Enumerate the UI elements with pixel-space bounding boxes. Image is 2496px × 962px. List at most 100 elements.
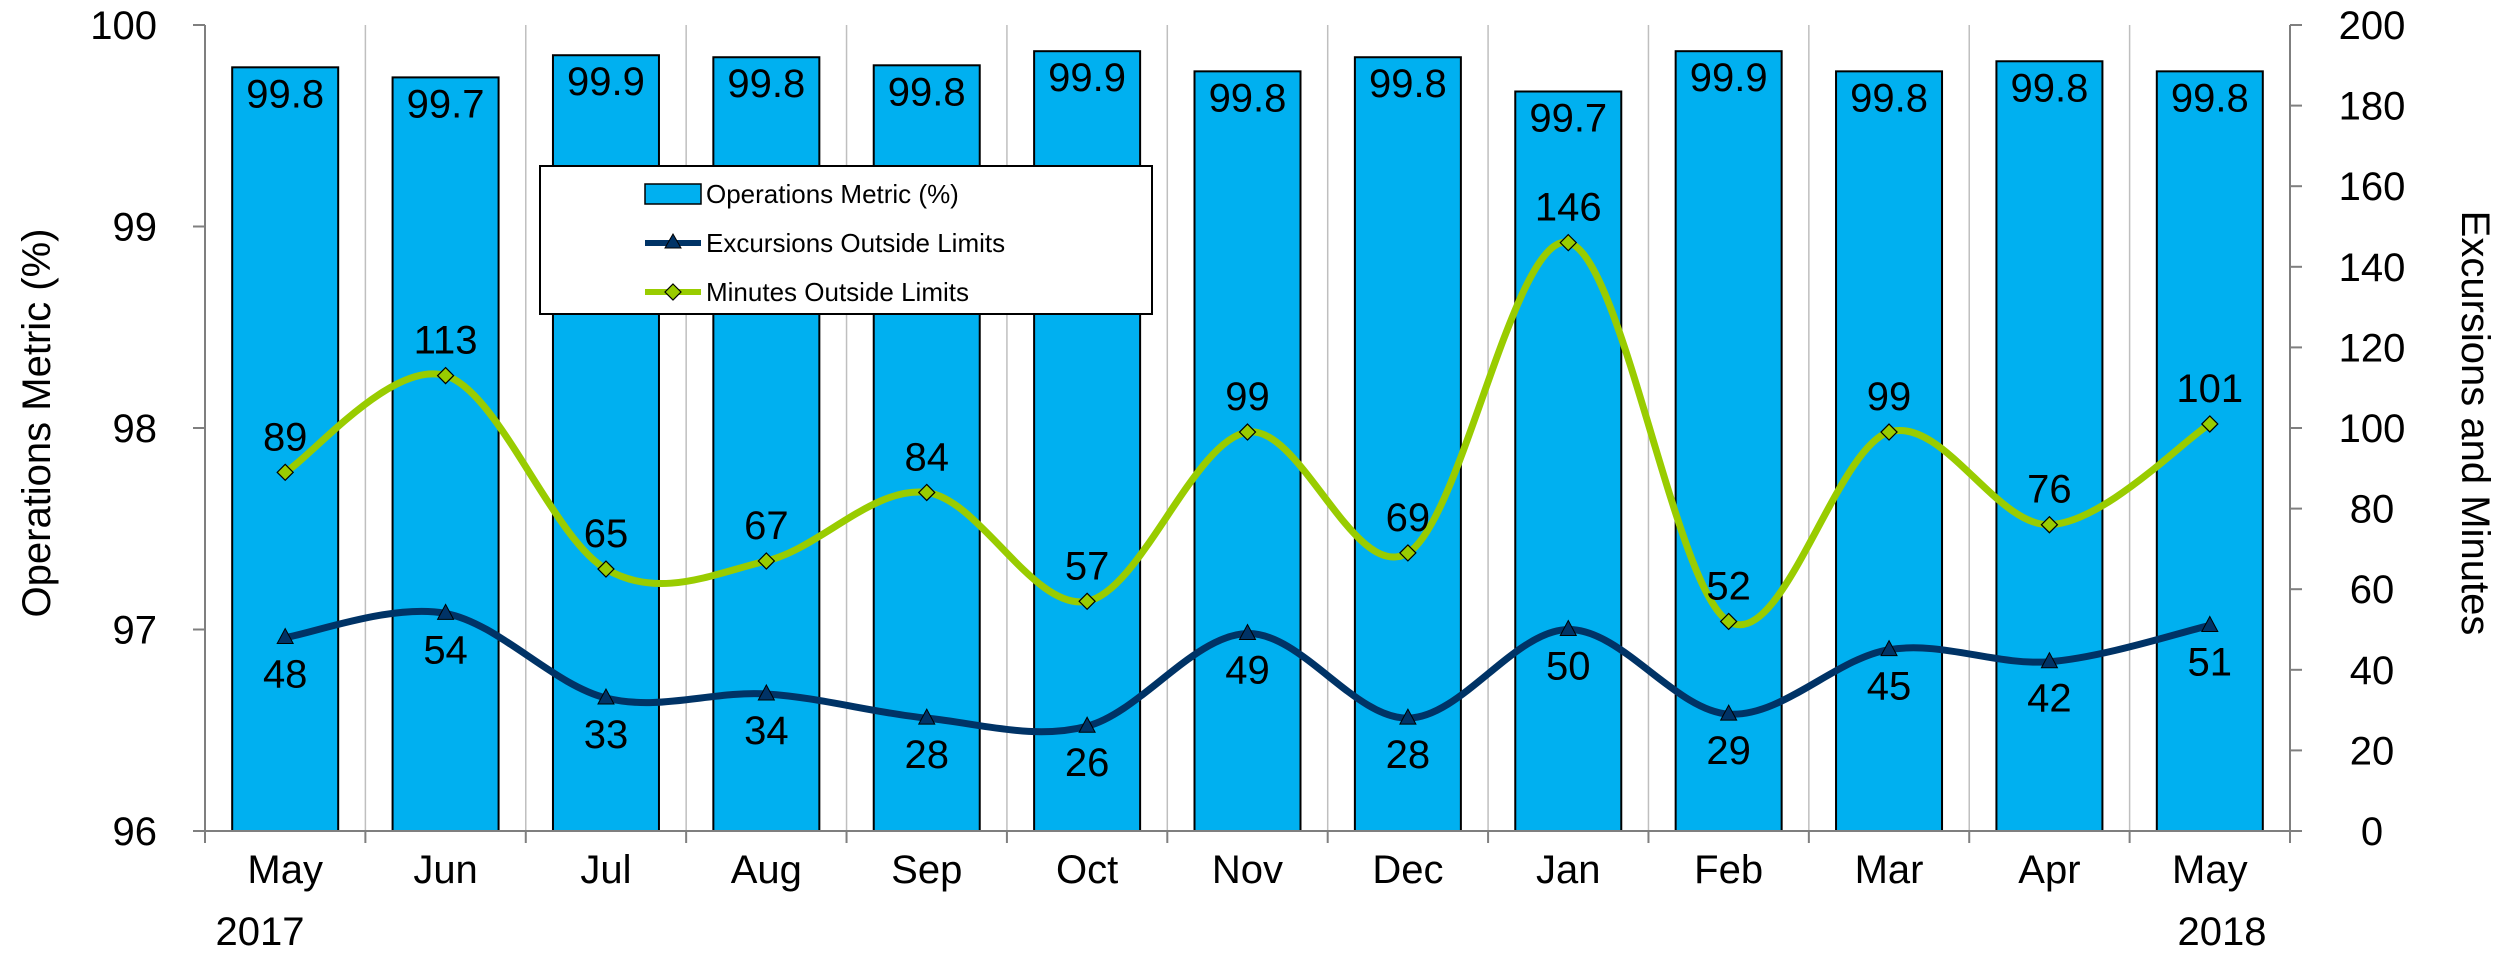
bar-operations-metric bbox=[391, 76, 500, 832]
marker-excursions bbox=[1880, 639, 1898, 657]
bar-value-label: 99.8 bbox=[1209, 76, 1287, 120]
line-layer bbox=[276, 233, 2219, 736]
x-category-label: Dec bbox=[1372, 848, 1443, 892]
bar-value-label: 99.8 bbox=[727, 62, 805, 106]
marker-excursions bbox=[917, 708, 936, 725]
excursions-value-label: 48 bbox=[263, 653, 308, 697]
bar-value-label: 99.9 bbox=[567, 60, 645, 104]
minutes-value-label: 99 bbox=[1867, 375, 1912, 419]
marker-minutes bbox=[436, 366, 455, 385]
marker-excursions bbox=[436, 603, 455, 620]
marker-minutes bbox=[1559, 233, 1578, 252]
right-tick-label: 120 bbox=[2339, 326, 2406, 370]
bar-operations-metric bbox=[1835, 70, 1944, 833]
minutes-value-label: 113 bbox=[414, 319, 478, 363]
marker-minutes bbox=[1719, 612, 1738, 631]
right-tick-label: 180 bbox=[2339, 85, 2406, 129]
bar-operations-metric bbox=[1353, 56, 1462, 833]
x-category-label: May bbox=[247, 848, 323, 892]
right-tick-label: 0 bbox=[2361, 810, 2383, 854]
right-tick-label: 40 bbox=[2350, 649, 2395, 693]
bar-operations-metric bbox=[1995, 60, 2104, 832]
right-tick-label: 140 bbox=[2339, 246, 2406, 290]
right-tick-label: 200 bbox=[2339, 4, 2406, 48]
bar-layer bbox=[231, 50, 2264, 833]
bar-value-label: 99.8 bbox=[246, 72, 324, 116]
bar-operations-metric bbox=[1514, 90, 1623, 833]
bar-value-label: 99.8 bbox=[1369, 62, 1447, 106]
excursions-value-label: 54 bbox=[423, 628, 468, 672]
excursions-value-label: 26 bbox=[1065, 741, 1110, 785]
legend-box bbox=[539, 165, 1153, 315]
right-tick-label: 160 bbox=[2339, 165, 2406, 209]
year-label-end: 2018 bbox=[2178, 910, 2267, 954]
legend-label-operations-metric: Operations Metric (%) bbox=[706, 179, 959, 209]
bar-value-label: 99.8 bbox=[1850, 76, 1928, 120]
axis-layer: 96 97 98 99 100 0 20 40 60 80 100 120 140 160 180 200 Ma… bbox=[90, 4, 2405, 892]
left-tick-label: 99 bbox=[113, 206, 158, 250]
x-category-label: Jun bbox=[413, 848, 478, 892]
marker-minutes bbox=[1238, 423, 1257, 441]
year-label-start: 2017 bbox=[216, 910, 305, 954]
marker-minutes bbox=[597, 560, 615, 578]
minutes-value-label: 65 bbox=[584, 512, 629, 556]
marker-excursions bbox=[2040, 651, 2059, 669]
marker-minutes bbox=[917, 483, 936, 502]
marker-excursions bbox=[597, 687, 615, 705]
marker-excursions bbox=[757, 683, 776, 701]
marker-minutes bbox=[1399, 544, 1417, 562]
marker-minutes bbox=[1078, 592, 1096, 611]
x-category-label: Mar bbox=[1855, 848, 1924, 892]
legend-label-minutes: Minutes Outside Limits bbox=[706, 277, 969, 307]
minutes-value-label: 52 bbox=[1706, 564, 1751, 608]
excursions-value-label: 29 bbox=[1706, 729, 1751, 773]
marker-excursions bbox=[1399, 708, 1417, 725]
marker-minutes bbox=[757, 552, 776, 570]
minutes-value-label: 76 bbox=[2027, 468, 2072, 512]
marker-excursions bbox=[1719, 704, 1738, 721]
minutes-value-label: 146 bbox=[1535, 186, 1602, 230]
x-category-label: Apr bbox=[2018, 848, 2080, 892]
x-category-label: Sep bbox=[891, 848, 962, 892]
left-tick-label: 98 bbox=[113, 407, 158, 451]
legend-bar-swatch bbox=[644, 183, 702, 205]
right-tick-label: 60 bbox=[2350, 568, 2395, 612]
label-layer: 99.8 99.7 99.9 99.8 99.8 99.9 99.8 99.8 99.7 99.9… bbox=[246, 56, 2248, 785]
bar-value-label: 99.8 bbox=[2171, 76, 2249, 120]
left-tick-label: 96 bbox=[113, 810, 158, 854]
marker-excursions bbox=[276, 627, 295, 645]
bar-operations-metric bbox=[231, 66, 340, 832]
minutes-value-label: 69 bbox=[1386, 496, 1431, 540]
legend: Operations Metric (%) Excursions Outside… bbox=[539, 165, 1153, 315]
x-category-label: Jan bbox=[1536, 848, 1601, 892]
bar-value-label: 99.7 bbox=[407, 82, 485, 126]
marker-excursions bbox=[1078, 716, 1096, 733]
x-category-label: Feb bbox=[1694, 848, 1763, 892]
left-tick-label: 97 bbox=[113, 609, 158, 653]
bar-value-label: 99.9 bbox=[1690, 56, 1768, 100]
marker-excursions bbox=[2200, 615, 2219, 632]
left-axis-title: Operations Metric (%) bbox=[15, 229, 59, 618]
right-axis-title: Excursions and Minutes bbox=[2453, 211, 2496, 636]
right-tick-label: 80 bbox=[2350, 488, 2395, 532]
minutes-value-label: 89 bbox=[263, 415, 308, 459]
bar-value-label: 99.9 bbox=[1048, 56, 1126, 100]
minutes-value-label: 101 bbox=[2176, 367, 2243, 411]
marker-minutes bbox=[1880, 423, 1898, 441]
excursions-value-label: 28 bbox=[904, 733, 949, 777]
x-category-label: Jul bbox=[580, 848, 631, 892]
line-minutes bbox=[283, 239, 2212, 629]
x-category-label: Aug bbox=[731, 848, 802, 892]
marker-minutes bbox=[276, 463, 295, 482]
minutes-value-label: 99 bbox=[1225, 375, 1270, 419]
marker-minutes bbox=[2200, 415, 2219, 433]
marker-minutes bbox=[2040, 515, 2059, 534]
bar-value-label: 99.8 bbox=[888, 70, 966, 114]
excursions-value-label: 42 bbox=[2027, 677, 2072, 721]
marker-excursions bbox=[1238, 623, 1257, 641]
x-category-label: Oct bbox=[1056, 848, 1118, 892]
left-tick-label: 100 bbox=[90, 4, 157, 48]
x-category-label: May bbox=[2172, 848, 2248, 892]
